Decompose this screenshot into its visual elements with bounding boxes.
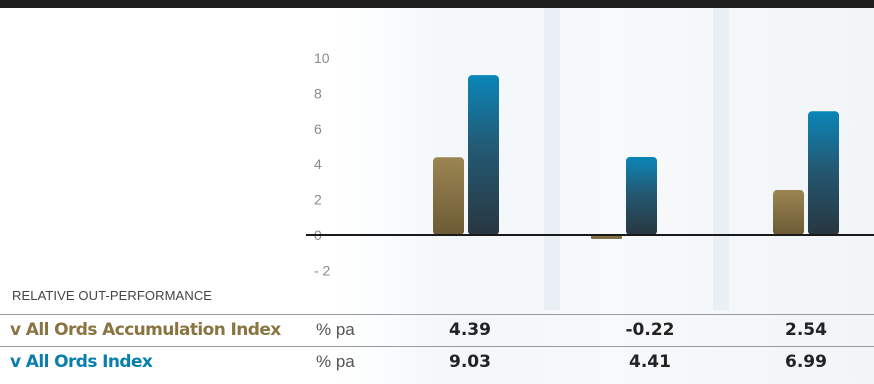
y-tick-label: 8 bbox=[314, 85, 322, 101]
unit-label: % pa bbox=[316, 320, 355, 339]
table-row-index: v All Ords Index % pa 9.03 4.41 6.99 bbox=[0, 346, 874, 377]
table-row-accumulation: v All Ords Accumulation Index % pa 4.39 … bbox=[0, 314, 874, 345]
bar bbox=[808, 111, 839, 235]
data-value: 6.99 bbox=[785, 352, 827, 372]
y-tick-label: 10 bbox=[314, 50, 330, 66]
top-bar bbox=[0, 0, 874, 8]
data-value: 2.54 bbox=[785, 320, 827, 340]
chart-caption: RELATIVE OUT-PERFORMANCE bbox=[12, 288, 213, 303]
data-value: 4.39 bbox=[449, 320, 491, 340]
series-name-accumulation: v All Ords Accumulation Index bbox=[10, 320, 281, 340]
bar bbox=[626, 156, 657, 235]
y-tick-label: 6 bbox=[314, 121, 322, 137]
unit-label: % pa bbox=[316, 352, 355, 371]
y-tick-label: 2 bbox=[314, 192, 322, 208]
bar bbox=[433, 157, 464, 235]
bar bbox=[468, 75, 499, 235]
data-value: -0.22 bbox=[625, 320, 675, 340]
data-value: 9.03 bbox=[449, 352, 491, 372]
y-tick-label: - 2 bbox=[314, 262, 331, 278]
y-tick-label: 4 bbox=[314, 156, 322, 172]
series-name-index: v All Ords Index bbox=[10, 352, 153, 372]
bar bbox=[773, 190, 804, 235]
data-value: 4.41 bbox=[629, 352, 671, 372]
